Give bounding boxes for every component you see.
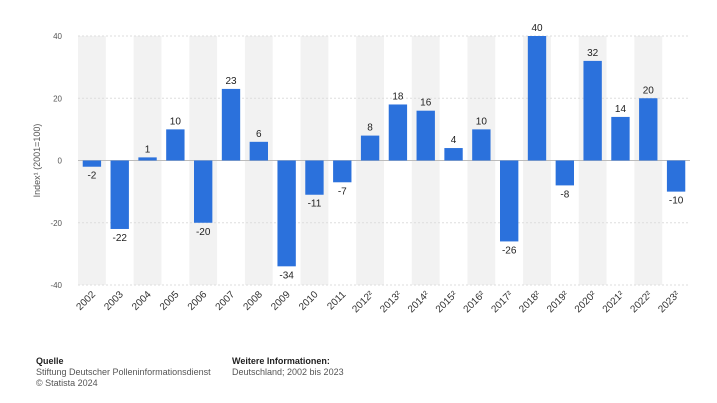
x-tick-label: 2011 [325, 289, 348, 312]
bar [277, 160, 296, 267]
bar-chart: 40 20 0 -20 -40 Index¹ (2001=100) -2 2002 -22 200… [32, 23, 690, 315]
x-tick-label: 2015² [434, 289, 460, 315]
bar [444, 148, 463, 161]
bar [555, 160, 574, 186]
data-label: 4 [451, 135, 457, 146]
source-block: Quelle Stiftung Deutscher Polleninformat… [36, 356, 211, 389]
data-label: 6 [256, 129, 262, 140]
bar [249, 141, 268, 161]
bar [388, 104, 408, 161]
data-label: -7 [338, 186, 347, 197]
data-label: -22 [113, 233, 128, 244]
data-label: 10 [170, 116, 182, 127]
y-tick-label: 20 [53, 94, 62, 103]
bar [82, 160, 102, 167]
x-tick-label: 2012² [350, 289, 376, 315]
bar [611, 116, 630, 161]
y-tick-label: -40 [50, 281, 62, 290]
data-label: -8 [560, 189, 569, 200]
x-tick-label: 2005 [158, 289, 182, 313]
bar [305, 160, 324, 195]
data-label: -11 [308, 199, 322, 210]
source-heading: Quelle [36, 356, 64, 366]
data-label: 32 [587, 48, 599, 59]
x-tick-label: 2017² [489, 289, 515, 315]
data-label: 16 [420, 98, 432, 109]
x-tick-label: 2010 [297, 289, 321, 313]
bar [527, 36, 547, 161]
bar [138, 157, 157, 161]
x-tick-label: 2020² [573, 289, 599, 315]
bar [666, 160, 686, 192]
info-line: Deutschland; 2002 bis 2023 [232, 367, 344, 377]
data-label: -10 [669, 196, 684, 207]
x-tick-label: 2009 [269, 289, 293, 313]
x-tick-label: 2023² [656, 289, 682, 315]
x-tick-label: 2016² [462, 289, 488, 315]
copyright-line: © Statista 2024 [36, 378, 98, 388]
x-tick-label: 2004 [130, 289, 154, 313]
bar [194, 160, 213, 223]
x-tick-label: 2018² [517, 289, 543, 315]
x-tick-label: 2007 [214, 289, 238, 313]
bar [110, 160, 129, 229]
bar [416, 110, 435, 161]
x-tick-label: 2019² [545, 289, 571, 315]
source-line: Stiftung Deutscher Polleninformationsdie… [36, 367, 211, 377]
bar [221, 88, 241, 161]
x-tick-label: 2022² [629, 289, 655, 315]
bar [500, 160, 519, 242]
bar [166, 129, 185, 161]
data-label: 14 [615, 104, 627, 115]
x-tick-label: 2006 [186, 289, 210, 313]
info-block: Weitere Informationen: Deutschland; 2002… [232, 356, 344, 378]
data-label: 18 [392, 91, 404, 102]
data-label: 20 [643, 85, 655, 96]
data-label: -2 [87, 171, 96, 182]
y-tick-label: 40 [53, 32, 62, 41]
info-heading: Weitere Informationen: [232, 356, 330, 366]
data-label: 8 [367, 123, 373, 134]
x-tick-label: 2008 [241, 289, 265, 313]
y-tick-label: 0 [58, 157, 63, 166]
data-label: 1 [145, 144, 151, 155]
data-label: -34 [279, 270, 294, 281]
y-tick-label: -20 [50, 219, 62, 228]
data-label: 40 [531, 23, 543, 34]
x-tick-label: 2003 [102, 289, 126, 313]
data-label: -20 [196, 227, 211, 238]
x-tick-label: 2013² [378, 289, 404, 315]
bar [639, 98, 658, 161]
data-label: 23 [225, 76, 237, 87]
bar [333, 160, 352, 183]
x-tick-label: 2021² [601, 289, 627, 315]
data-label: -26 [502, 245, 517, 256]
bar [583, 60, 602, 161]
bar [472, 129, 491, 161]
data-label: 10 [476, 116, 488, 127]
x-tick-label: 2002 [75, 289, 99, 313]
y-axis-label: Index¹ (2001=100) [32, 124, 42, 198]
bar [360, 135, 380, 161]
x-tick-label: 2014² [406, 289, 432, 315]
